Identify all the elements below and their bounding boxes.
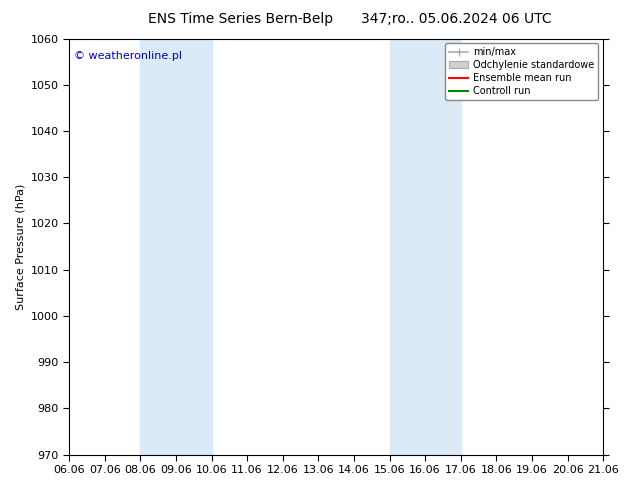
Y-axis label: Surface Pressure (hPa): Surface Pressure (hPa) [15,183,25,310]
Bar [389,39,461,455]
Text: 347;ro.. 05.06.2024 06 UTC: 347;ro.. 05.06.2024 06 UTC [361,12,552,26]
Text: ENS Time Series Bern-Belp: ENS Time Series Bern-Belp [148,12,333,26]
Text: © weatheronline.pl: © weatheronline.pl [74,51,183,61]
Bar [140,39,212,455]
Legend: min/max, Odchylenie standardowe, Ensemble mean run, Controll run: min/max, Odchylenie standardowe, Ensembl… [445,44,598,100]
